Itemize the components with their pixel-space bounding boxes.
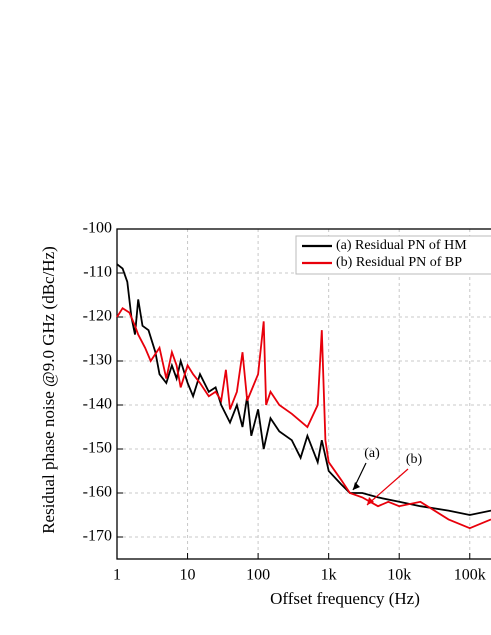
x-tick-label: 1 bbox=[113, 567, 121, 584]
y-tick-label: -130 bbox=[83, 352, 112, 369]
series-line bbox=[116, 306, 491, 530]
y-tick-label: -120 bbox=[83, 308, 112, 325]
x-tick-label: 1k bbox=[321, 567, 337, 584]
y-tick-label: -140 bbox=[83, 396, 112, 413]
y-tick-label: -150 bbox=[83, 440, 112, 457]
legend-label: (b) Residual PN of BP bbox=[336, 255, 462, 270]
x-tick-label: 10k bbox=[387, 567, 411, 584]
x-axis-label: Offset frequency (Hz) bbox=[270, 589, 420, 608]
y-tick-label: -160 bbox=[83, 484, 112, 501]
legend-box bbox=[295, 235, 491, 275]
x-tick-label: 100 bbox=[246, 567, 270, 584]
legend-label: (a) Residual PN of HM bbox=[336, 238, 467, 253]
annotation-arrow bbox=[366, 468, 409, 506]
annotation: (b) bbox=[406, 452, 423, 467]
y-tick-label: -100 bbox=[83, 220, 112, 237]
x-tick-label: 100k bbox=[454, 567, 486, 584]
annotation-arrowhead bbox=[353, 482, 360, 490]
y-tick-label: -110 bbox=[83, 264, 112, 281]
x-tick-label: 10 bbox=[180, 567, 196, 584]
plot-frame bbox=[116, 228, 491, 560]
series-line bbox=[116, 263, 491, 516]
y-tick-label: -170 bbox=[83, 528, 112, 545]
annotation: (a) bbox=[364, 446, 380, 461]
y-axis-label: Residual phase noise @9.0 GHz (dBc/Hz) bbox=[39, 246, 58, 534]
annotation-arrowhead bbox=[367, 497, 374, 505]
